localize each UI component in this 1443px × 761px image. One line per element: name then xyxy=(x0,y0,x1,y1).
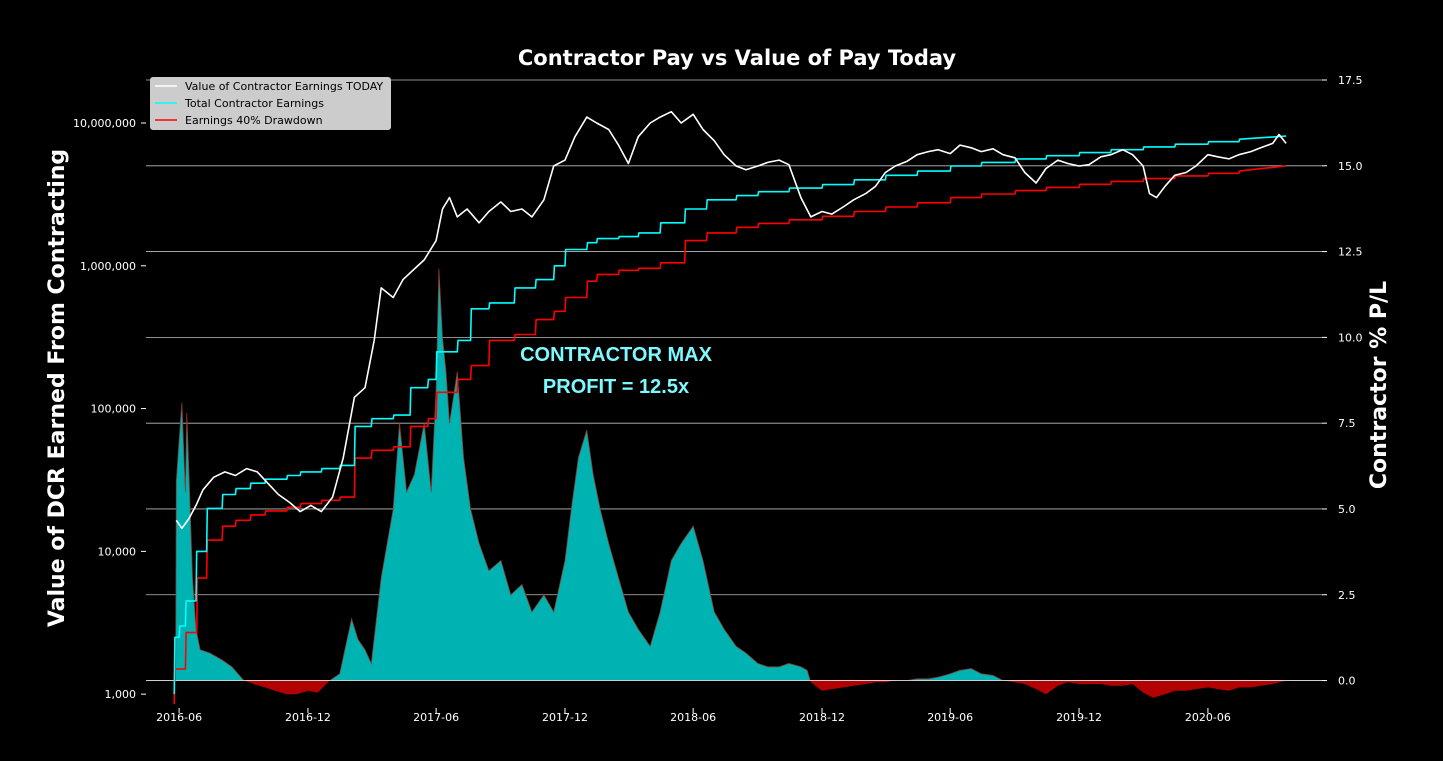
legend-label-drawdown: Earnings 40% Drawdown xyxy=(185,114,323,127)
pl-area-positive xyxy=(175,268,1287,681)
y2-tick-label: 15.0 xyxy=(1338,160,1363,173)
y2-tick-label: 10.0 xyxy=(1338,331,1363,344)
y2-tick-label: 17.5 xyxy=(1338,74,1363,87)
series-lines xyxy=(173,110,1287,705)
y2-tick-label: 2.5 xyxy=(1338,589,1356,602)
y2-tick-label: 12.5 xyxy=(1338,246,1363,259)
y-tick-label: 100,000 xyxy=(91,403,137,416)
annotation-line-2: PROFIT = 12.5x xyxy=(543,376,689,398)
x-tick-label: 2019-12 xyxy=(1056,711,1102,724)
x-tick-label: 2019-06 xyxy=(927,711,973,724)
y-tick-label: 10,000 xyxy=(98,545,137,558)
x-tick-label: 2018-12 xyxy=(799,711,845,724)
y-tick-label: 1,000 xyxy=(105,688,137,701)
y-tick-label: 10,000,000 xyxy=(73,117,136,130)
x-tick-label: 2016-06 xyxy=(156,711,202,724)
pl-area-edge xyxy=(175,268,1287,681)
y2-tick-label: 0.0 xyxy=(1338,675,1356,688)
x-tick-label: 2017-12 xyxy=(542,711,588,724)
series-line-drawdown xyxy=(173,165,1287,705)
x-tick-label: 2016-12 xyxy=(285,711,331,724)
x-tick-label: 2020-06 xyxy=(1185,711,1231,724)
y2-tick-label: 7.5 xyxy=(1338,417,1356,430)
y2-axis-label: Contractor % P/L xyxy=(1367,281,1392,489)
y-tick-label: 1,000,000 xyxy=(80,260,136,273)
legend-label-total-earnings: Total Contractor Earnings xyxy=(184,97,324,110)
y2-tick-label: 5.0 xyxy=(1338,503,1356,516)
series-line-value-today xyxy=(175,110,1287,530)
legend: Value of Contractor Earnings TODAY Total… xyxy=(150,77,391,130)
pl-area-negative xyxy=(244,680,1286,698)
chart-title: Contractor Pay vs Value of Pay Today xyxy=(518,46,957,70)
y-axis-label: Value of DCR Earned From Contracting xyxy=(45,149,70,627)
x-tick-label: 2018-06 xyxy=(670,711,716,724)
legend-label-value-today: Value of Contractor Earnings TODAY xyxy=(185,80,383,93)
pl-area xyxy=(146,268,1322,698)
axis-ticks: 0.0 2.5 5.0 7.5 10.0 12.5 15.0 17.5 1,000 10,000 1… xyxy=(73,74,1362,724)
annotation-line-1: CONTRACTOR MAX xyxy=(520,344,713,366)
x-tick-label: 2017-06 xyxy=(413,711,459,724)
legend-box xyxy=(150,77,391,130)
